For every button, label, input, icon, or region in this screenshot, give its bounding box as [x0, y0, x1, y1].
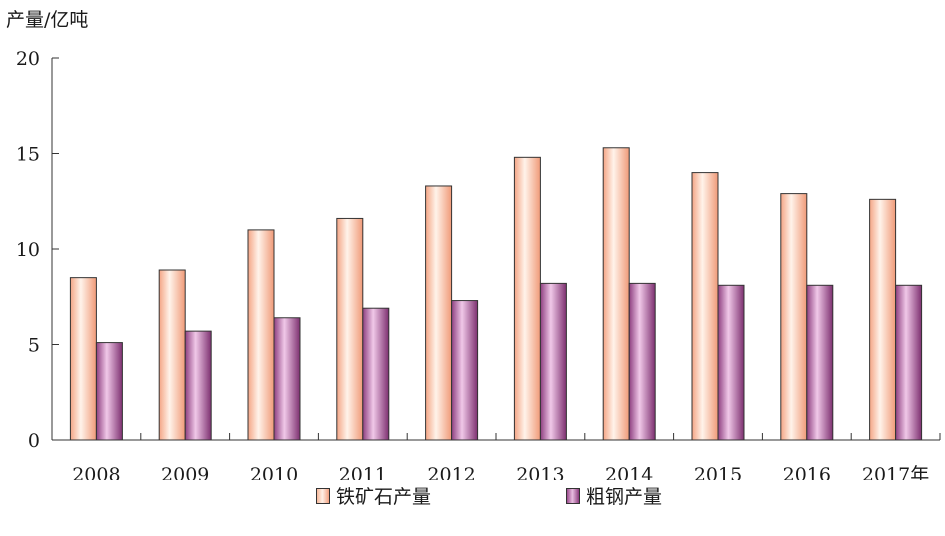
x-tick-label-4: 2012: [427, 464, 475, 480]
x-tick-label-8: 2016: [783, 464, 831, 480]
bar-iron-ore-2009: [158, 269, 186, 441]
bar-iron-ore-2016: [780, 193, 808, 441]
x-tick-label-5: 2013: [516, 464, 564, 480]
bar-iron-ore-2010: [247, 229, 275, 441]
x-tick-label-7: 2015: [694, 464, 742, 480]
x-tick-labels: 2008 2009 2010 2011 2012 2013 2014 2015 2016 2017…: [72, 464, 929, 480]
bar-iron-ore-2015: [691, 172, 719, 441]
y-tick-label-15: 15: [16, 144, 40, 166]
bar-crude-steel-2008: [95, 342, 123, 441]
bars: [69, 147, 923, 441]
y-tick-label-10: 10: [16, 239, 40, 261]
bar-crude-steel-2009: [184, 330, 212, 441]
x-tick-label-1: 2009: [161, 464, 209, 480]
x-tick-label-6: 2014: [605, 464, 653, 480]
legend-item-iron-ore: 铁矿石产量: [316, 482, 431, 509]
bar-crude-steel-2017年: [895, 284, 923, 441]
bar-crude-steel-2015: [717, 284, 745, 441]
bar-crude-steel-2012: [451, 300, 479, 441]
bar-iron-ore-2012: [425, 185, 453, 441]
legend-swatch-crude-steel: [566, 487, 580, 504]
x-tick-label-3: 2011: [339, 464, 387, 480]
y-tick-label-0: 0: [28, 430, 40, 452]
legend-label-crude-steel: 粗钢产量: [586, 486, 663, 508]
legend: 铁矿石产量 粗钢产量: [0, 482, 945, 516]
legend-item-crude-steel: 粗钢产量: [566, 482, 662, 509]
x-tick-label-0: 2008: [72, 464, 120, 480]
bar-iron-ore-2011: [336, 217, 364, 441]
bar-crude-steel-2013: [539, 282, 567, 441]
y-axis-label: 产量/亿吨: [6, 9, 88, 31]
bar-crude-steel-2011: [362, 307, 390, 441]
legend-label-iron-ore: 铁矿石产量: [336, 486, 432, 508]
x-tick-label-2: 2010: [250, 464, 298, 480]
legend-swatch-iron-ore: [316, 487, 330, 504]
bar-crude-steel-2014: [628, 282, 656, 441]
x-tick-label-9: 2017年: [862, 464, 929, 480]
bar-iron-ore-2008: [69, 277, 97, 441]
bar-iron-ore-2014: [602, 147, 630, 441]
y-tick-label-20: 20: [16, 48, 40, 70]
bar-iron-ore-2017年: [869, 198, 897, 441]
bar-crude-steel-2010: [273, 317, 301, 441]
bar-crude-steel-2016: [806, 284, 834, 441]
bar-iron-ore-2013: [513, 156, 541, 441]
y-tick-label-5: 5: [28, 335, 40, 357]
